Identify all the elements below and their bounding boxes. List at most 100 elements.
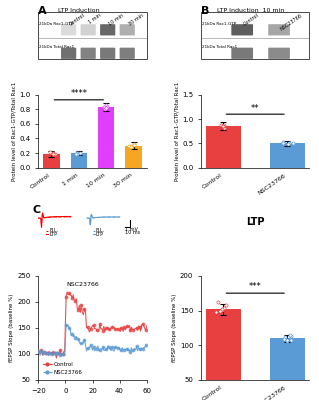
Point <box>131 326 136 333</box>
FancyBboxPatch shape <box>81 24 96 36</box>
Point <box>73 334 78 341</box>
Point <box>127 142 132 149</box>
Point <box>36 348 41 354</box>
Point <box>67 290 72 296</box>
Text: 21kDa Total Rac1: 21kDa Total Rac1 <box>39 45 75 49</box>
Point <box>101 104 106 111</box>
Bar <box>206 126 241 168</box>
Point <box>119 324 124 331</box>
FancyBboxPatch shape <box>268 48 290 59</box>
Text: 1 mV: 1 mV <box>124 227 137 232</box>
Point <box>143 327 148 333</box>
Point <box>134 343 139 350</box>
Point <box>103 346 108 353</box>
Point <box>219 307 225 313</box>
Point <box>289 333 294 340</box>
Point <box>137 324 142 330</box>
Point <box>103 105 108 111</box>
Text: 30 min: 30 min <box>127 13 144 27</box>
Point <box>288 332 293 338</box>
Text: **: ** <box>251 104 259 113</box>
Bar <box>98 107 115 168</box>
Point <box>41 349 46 356</box>
Point <box>55 350 60 356</box>
Point <box>88 342 93 348</box>
Point <box>58 347 63 354</box>
Point <box>100 344 105 350</box>
Point <box>280 140 286 146</box>
Point <box>82 306 87 312</box>
FancyBboxPatch shape <box>61 24 76 36</box>
Text: NSC23766: NSC23766 <box>279 13 303 32</box>
FancyBboxPatch shape <box>231 24 253 36</box>
Point <box>222 122 227 129</box>
Point <box>140 321 145 327</box>
Point <box>67 325 72 331</box>
Point <box>131 347 136 354</box>
Bar <box>270 338 305 400</box>
Point <box>113 326 118 332</box>
Point <box>224 302 229 308</box>
Point <box>88 326 93 332</box>
Point <box>219 306 224 312</box>
Point <box>128 327 133 334</box>
Bar <box>70 153 87 168</box>
Point <box>44 349 49 356</box>
Y-axis label: Protein level of Rac1-GTP/Total Rac1: Protein level of Rac1-GTP/Total Rac1 <box>11 82 17 181</box>
Point <box>107 326 112 332</box>
Point <box>131 140 137 147</box>
Point <box>52 151 57 157</box>
Text: B.L.: B.L. <box>49 228 58 233</box>
Point <box>77 150 82 156</box>
Point <box>137 346 142 352</box>
Point <box>105 104 110 110</box>
Text: 21kDa Rac1-GTP: 21kDa Rac1-GTP <box>39 22 73 26</box>
Legend: Control, NSC23766: Control, NSC23766 <box>41 360 85 377</box>
FancyBboxPatch shape <box>81 48 96 59</box>
Point <box>102 106 108 112</box>
Point <box>221 123 226 130</box>
Point <box>39 347 44 354</box>
Text: 21kDa Total Rac1: 21kDa Total Rac1 <box>202 45 237 49</box>
Point <box>50 150 56 156</box>
Point <box>36 348 41 354</box>
Y-axis label: Protein level of Rac1-GTP/Total Rac1: Protein level of Rac1-GTP/Total Rac1 <box>174 82 179 181</box>
Point <box>283 334 288 340</box>
Point <box>58 352 63 358</box>
Point <box>50 151 55 157</box>
Text: A: A <box>38 6 47 16</box>
Point <box>218 122 223 128</box>
Point <box>143 342 148 348</box>
Text: C: C <box>33 205 41 215</box>
Point <box>52 350 57 357</box>
Point <box>60 351 65 358</box>
Point <box>128 143 133 150</box>
Point <box>97 321 102 327</box>
Point <box>213 308 219 315</box>
Text: B: B <box>201 6 209 16</box>
Bar <box>43 154 60 168</box>
Point <box>140 346 145 352</box>
Point <box>131 142 137 148</box>
Bar <box>270 143 305 168</box>
Point <box>216 299 221 306</box>
Point <box>74 151 79 158</box>
Point <box>55 350 60 356</box>
Point <box>128 349 133 356</box>
Point <box>41 349 46 356</box>
Text: LTP: LTP <box>246 217 264 227</box>
Text: NSC23766: NSC23766 <box>67 282 100 287</box>
Point <box>284 337 289 343</box>
Point <box>222 305 227 311</box>
Point <box>70 330 75 337</box>
Text: LTP: LTP <box>96 232 104 237</box>
Point <box>63 294 69 300</box>
Point <box>73 151 78 158</box>
Text: Control: Control <box>69 13 86 27</box>
FancyBboxPatch shape <box>120 24 135 36</box>
Point <box>115 326 121 332</box>
Point <box>104 102 109 108</box>
Bar <box>206 309 241 400</box>
Text: ****: **** <box>70 89 87 98</box>
Point <box>44 350 49 356</box>
